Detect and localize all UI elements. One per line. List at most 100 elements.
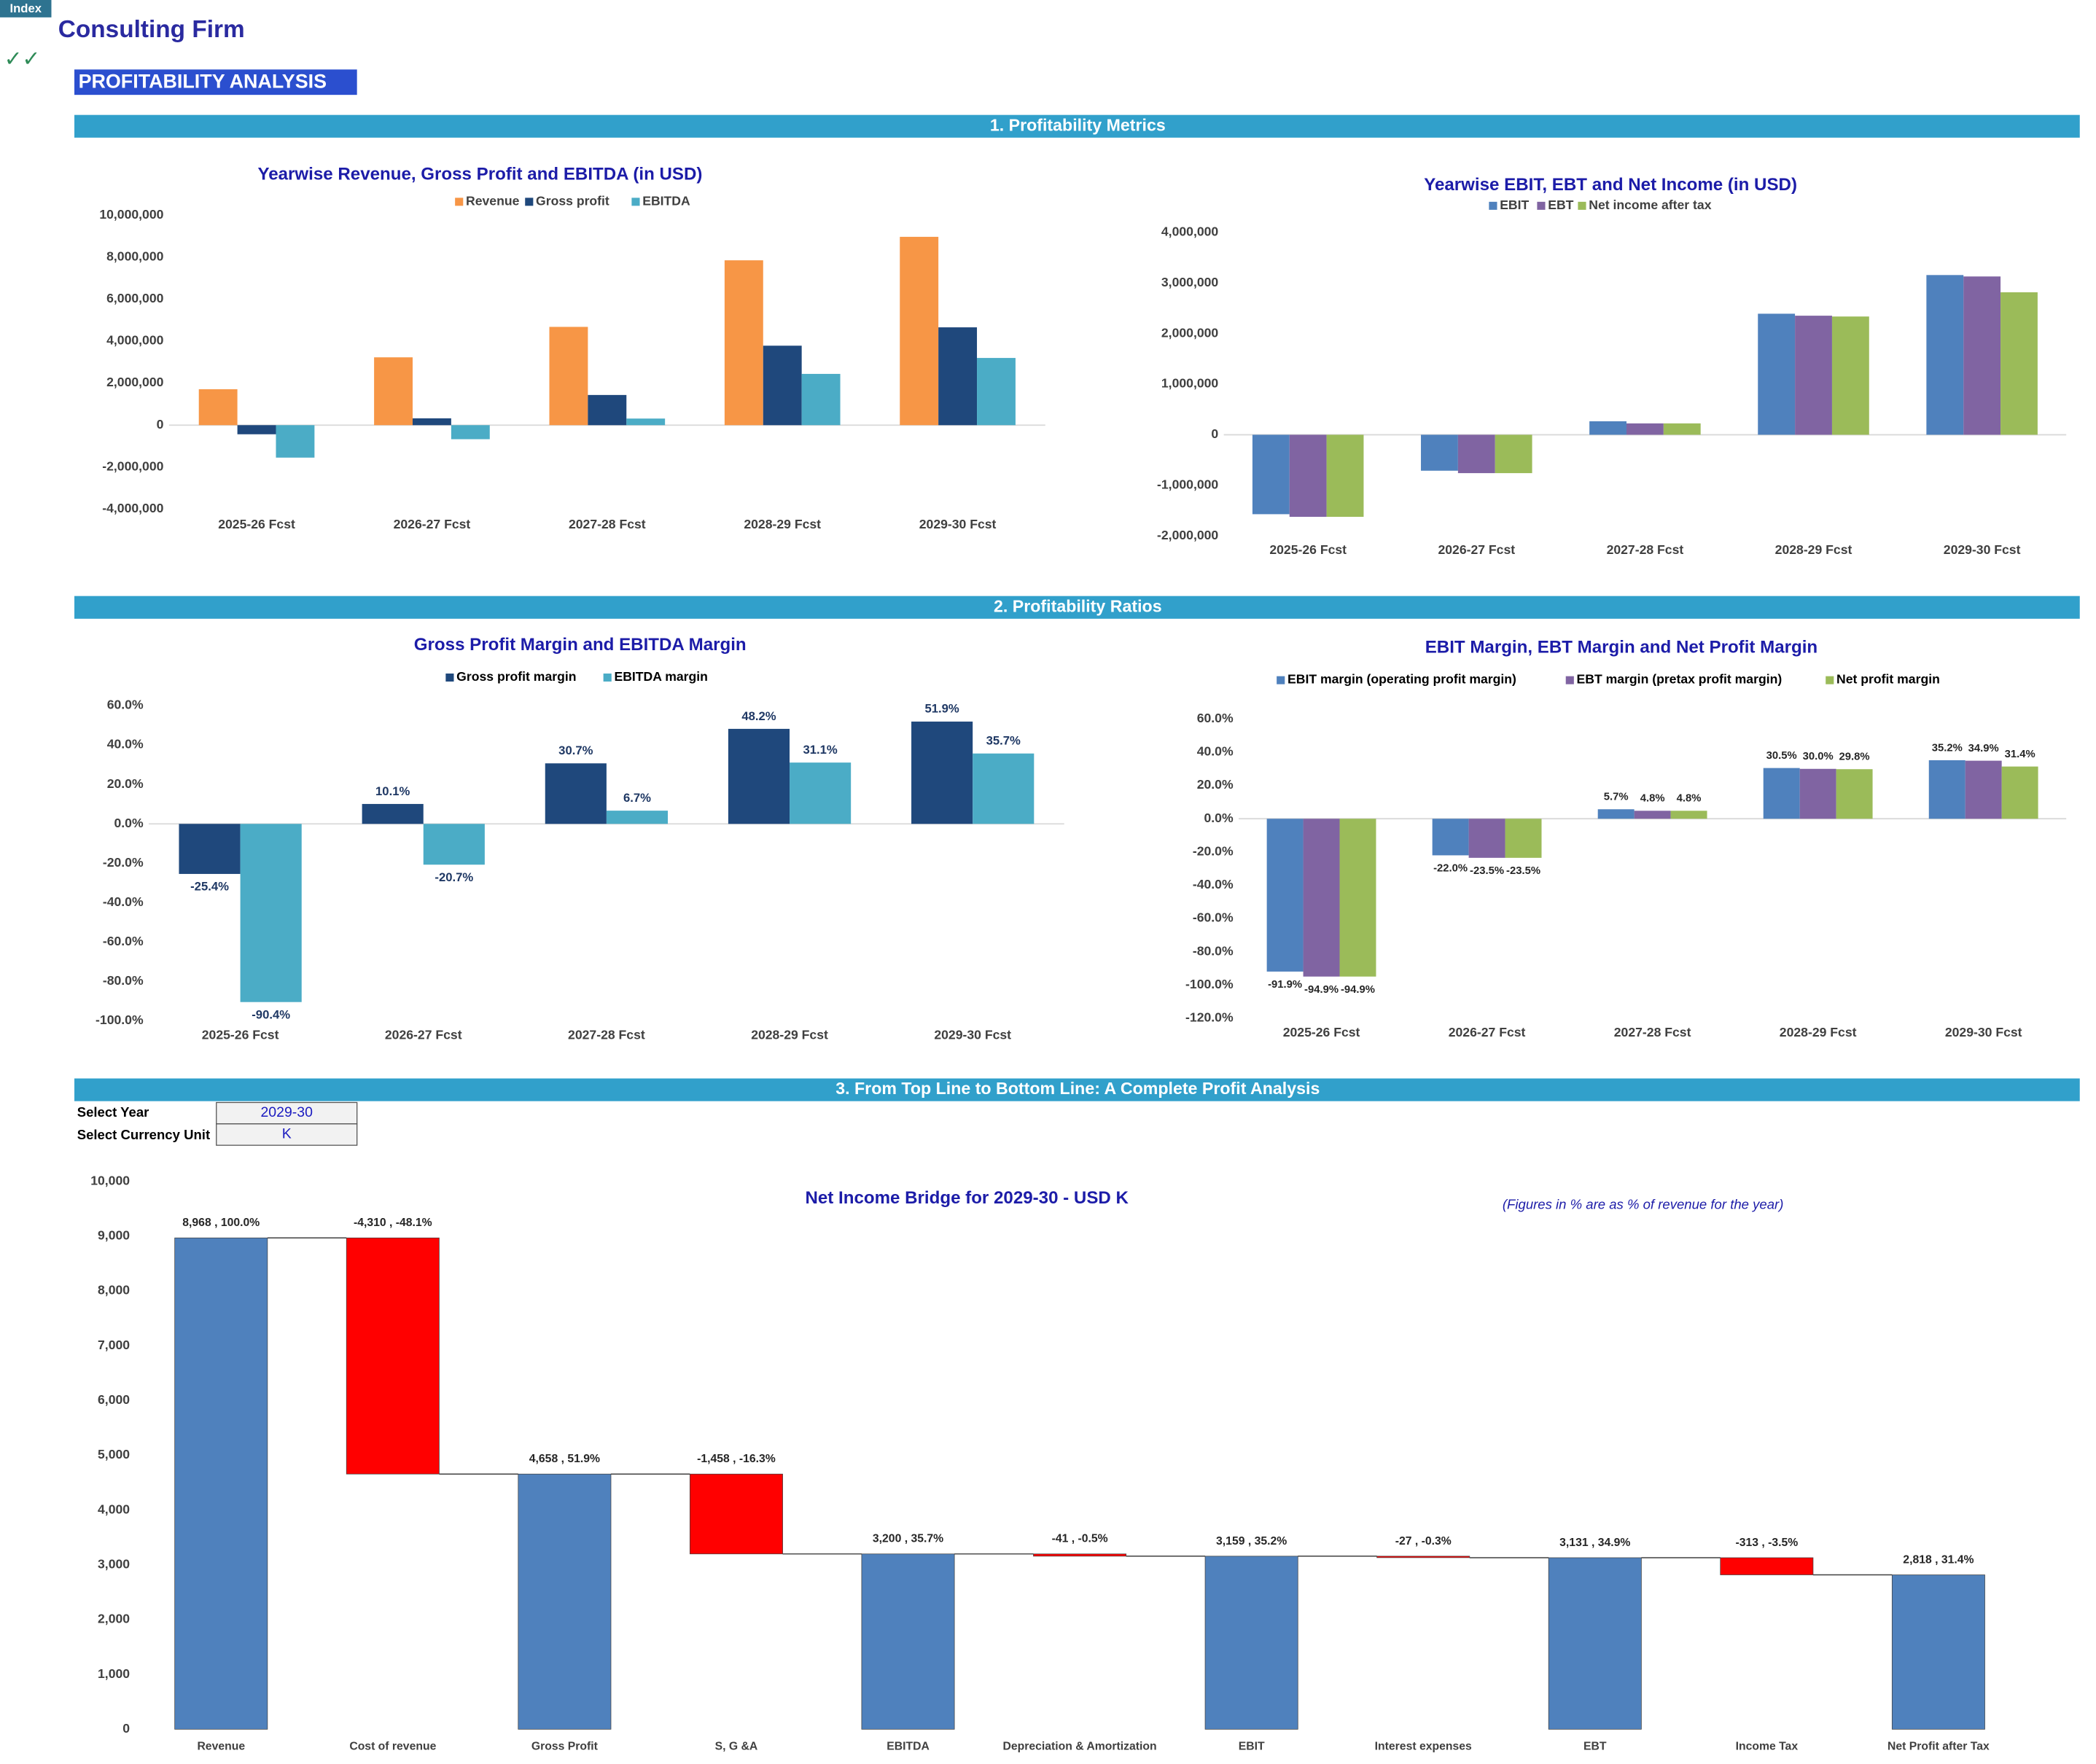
x-tick-label: EBT [1583, 1740, 1607, 1752]
bar [900, 236, 939, 426]
bar [346, 1237, 440, 1475]
y-tick-label: 0 [1211, 426, 1218, 441]
data-label: -20.7% [435, 870, 473, 884]
y-tick-label: -20.0% [1193, 844, 1234, 859]
data-label: -313 , -3.5% [1735, 1537, 1798, 1549]
y-tick-label: 20.0% [107, 776, 144, 791]
x-tick-label: 2027-28 Fcst [1607, 542, 1684, 557]
bar [1965, 760, 2002, 819]
legend-label: Net profit margin [1836, 672, 1940, 687]
data-label: 8,968 , 100.0% [182, 1217, 260, 1229]
bar [1799, 768, 1836, 819]
bar [861, 1553, 955, 1730]
x-tick-label: 2026-27 Fcst [385, 1028, 462, 1042]
bar [1495, 434, 1532, 474]
unit-label: Select Currency Unit [77, 1127, 210, 1142]
index-button[interactable] [0, 0, 52, 17]
year-value[interactable]: 2029-30 [260, 1104, 313, 1120]
legend-label: EBT [1548, 198, 1574, 212]
unit-select[interactable] [216, 1123, 358, 1146]
bar [1928, 760, 1966, 819]
data-label: 4.8% [1640, 793, 1665, 805]
data-label: -27 , -0.3% [1395, 1535, 1452, 1548]
unit-value[interactable]: K [282, 1126, 292, 1142]
x-tick-label: Revenue [197, 1740, 245, 1752]
index-button-label[interactable]: Index [9, 1, 42, 15]
year-select[interactable] [216, 1101, 358, 1125]
data-label: -41 , -0.5% [1052, 1533, 1108, 1545]
section-bar [74, 596, 2080, 619]
legend-label: Gross profit margin [456, 669, 576, 684]
legend-swatch [1565, 676, 1574, 684]
section-bar [74, 114, 2080, 138]
data-label: -22.0% [1433, 863, 1468, 875]
bar [237, 425, 276, 434]
bar [240, 824, 302, 1002]
y-tick-label: -100.0% [96, 1012, 144, 1027]
data-label: -94.9% [1341, 984, 1375, 996]
x-tick-label: Gross Profit [531, 1740, 599, 1752]
bar [412, 418, 451, 426]
chart-title: Net Income Bridge for 2029-30 - USD K [805, 1188, 1129, 1208]
legend-swatch [603, 674, 612, 682]
y-tick-label: 60.0% [107, 698, 144, 712]
chart-title: Gross Profit Margin and EBITDA Margin [414, 635, 747, 655]
data-label: 3,131 , 34.9% [1559, 1537, 1630, 1549]
x-tick-label: 2025-26 Fcst [218, 517, 295, 531]
y-tick-label: -4,000,000 [102, 501, 163, 515]
data-label: 3,159 , 35.2% [1216, 1535, 1287, 1548]
y-tick-label: 5,000 [98, 1447, 130, 1461]
bar [518, 1473, 612, 1730]
bar [1376, 1556, 1470, 1558]
bar [1597, 809, 1635, 819]
data-label: -23.5% [1470, 865, 1504, 877]
y-tick-label: 1,000 [98, 1666, 130, 1681]
bar [276, 425, 315, 458]
x-tick-label: 2029-30 Fcst [1944, 542, 2021, 557]
bar [1758, 313, 1796, 435]
y-tick-label: 40.0% [107, 737, 144, 752]
legend-swatch [631, 198, 640, 206]
y-tick-label: 0.0% [114, 816, 144, 830]
bar [1963, 276, 2001, 435]
legend-label: EBIT [1500, 198, 1529, 212]
data-label: -90.4% [252, 1007, 290, 1021]
y-tick-label: -60.0% [103, 934, 144, 948]
bar [1289, 434, 1327, 518]
data-label: -91.9% [1268, 979, 1302, 991]
data-label: 4,658 , 51.9% [529, 1453, 600, 1465]
data-label: 2,818 , 31.4% [1903, 1554, 1974, 1566]
y-tick-label: 7,000 [98, 1338, 130, 1352]
x-tick-label: Net Profit after Tax [1887, 1740, 1990, 1752]
bar [790, 762, 852, 824]
bar [973, 753, 1035, 824]
note: (Figures in % are as % of revenue for th… [1503, 1197, 1783, 1212]
bar [1831, 316, 1869, 435]
bar [423, 824, 485, 865]
data-label: 34.9% [1968, 743, 1999, 754]
data-label: -1,458 , -16.3% [697, 1453, 776, 1465]
y-tick-label: 0.0% [1204, 811, 1234, 825]
bar [1505, 819, 1542, 858]
legend-label: EBT margin (pretax profit margin) [1577, 672, 1783, 687]
y-tick-label: 4,000 [98, 1502, 130, 1516]
bar [1303, 819, 1340, 977]
data-label: 35.7% [986, 734, 1021, 748]
section-title: 1. Profitability Metrics [990, 115, 1166, 134]
bar [1926, 275, 1964, 435]
x-tick-label: 2026-27 Fcst [394, 517, 471, 531]
x-tick-label: 2028-29 Fcst [744, 517, 821, 531]
data-label: 30.5% [1766, 750, 1797, 762]
company-name: Consulting Firm [58, 16, 245, 43]
data-label: 10.1% [375, 784, 410, 798]
y-tick-label: -40.0% [1193, 877, 1234, 891]
bar [545, 763, 607, 824]
bar [1763, 768, 1800, 819]
bar [606, 811, 669, 824]
data-label: 48.2% [741, 709, 776, 723]
x-tick-label: 2026-27 Fcst [1449, 1025, 1526, 1039]
y-tick-label: 6,000,000 [106, 291, 164, 305]
bar [1421, 434, 1458, 471]
data-label: -25.4% [190, 880, 229, 894]
y-tick-label: 40.0% [1197, 744, 1234, 759]
